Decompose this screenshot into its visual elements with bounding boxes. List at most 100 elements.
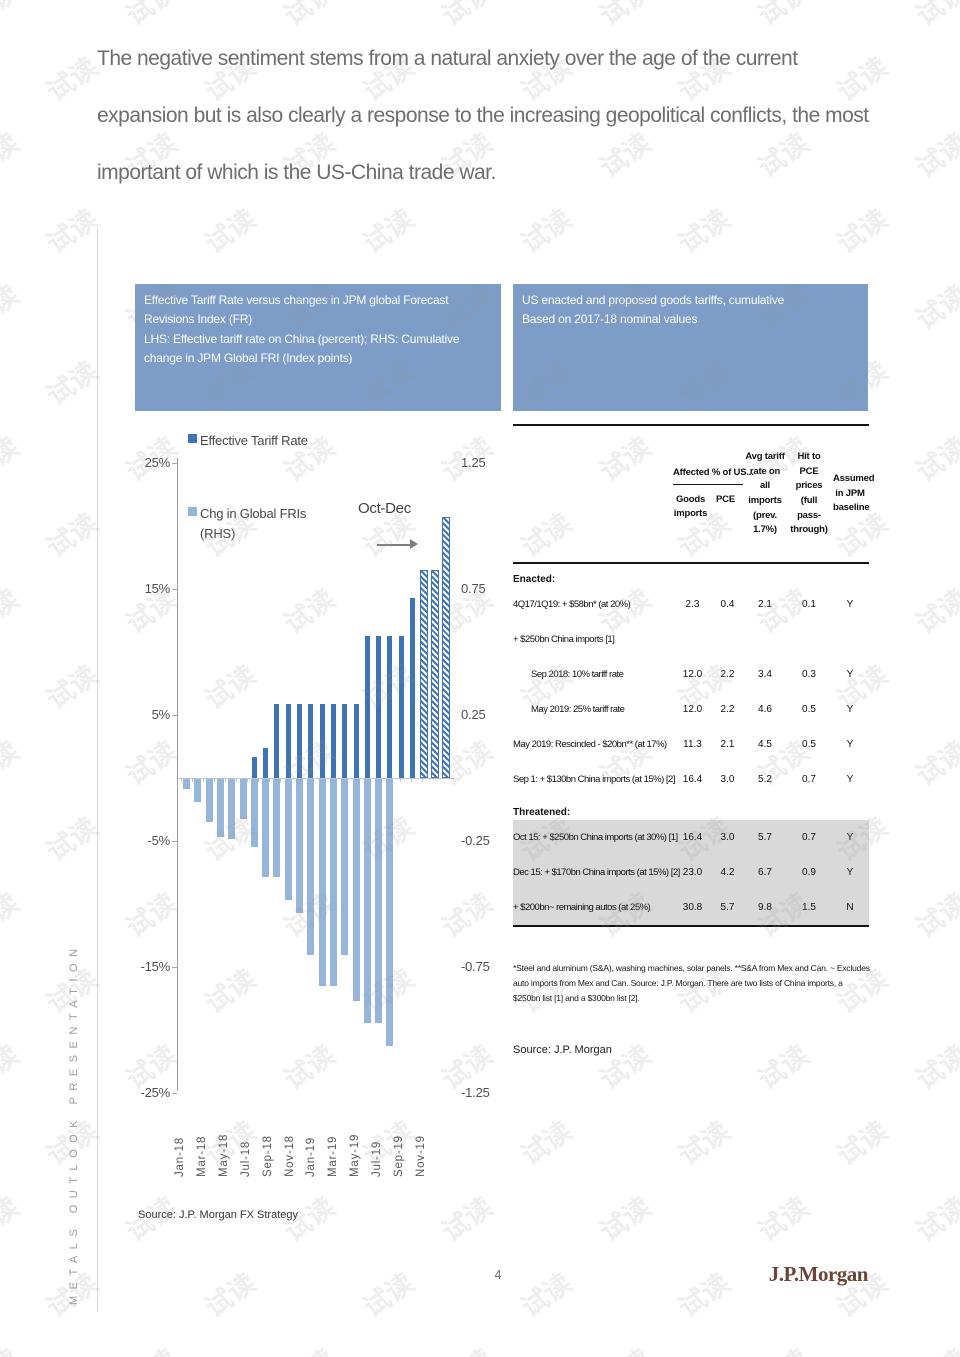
watermark-text: 试读 xyxy=(0,887,25,944)
legend-swatch-dark-icon xyxy=(188,434,197,443)
x-axis-tick xyxy=(257,779,259,782)
fri-bar xyxy=(341,779,349,956)
secondary-axis-tick-label: -0.75 xyxy=(461,959,490,974)
legend-label: Effective Tariff Rate xyxy=(200,433,308,448)
row-value: 16.4 xyxy=(682,832,703,843)
row-label: May 2019: 25% tariff rate xyxy=(531,704,625,715)
x-axis-tick xyxy=(224,779,226,782)
legend-swatch-light-icon xyxy=(188,507,197,516)
watermark-text: 试读 xyxy=(752,0,815,32)
tariff-bar xyxy=(353,703,359,778)
row-value: 0.1 xyxy=(802,599,816,610)
fri-bar xyxy=(262,779,270,878)
column-subheaders: Goods imports PCE xyxy=(673,485,743,522)
row-value: 2.1 xyxy=(720,739,735,750)
row-value: 3.4 xyxy=(758,669,772,680)
watermark-text: 试读 xyxy=(436,1191,499,1248)
x-axis-tick xyxy=(400,779,401,782)
legend-item: Chg in Global FRIs (RHS) xyxy=(188,504,325,543)
fri-bar xyxy=(194,779,202,802)
tariff-bar xyxy=(285,703,291,778)
oct-dec-annotation: Oct-Dec xyxy=(358,500,411,517)
watermark-text: 试读 xyxy=(515,1115,578,1172)
column-header-assumed: Assumed in JPM baseline xyxy=(833,472,875,514)
fri-bar xyxy=(183,779,190,790)
watermark-text: 试读 xyxy=(0,1039,25,1096)
fri-bar xyxy=(363,779,371,1024)
tariff-bar xyxy=(263,747,269,778)
chart-title-line1: Effective Tariff Rate versus changes in … xyxy=(144,293,449,327)
watermark-text: 试读 xyxy=(278,583,341,640)
tariff-bar xyxy=(274,703,280,778)
row-value: 0.3 xyxy=(802,669,816,680)
row-value: 0.4 xyxy=(720,599,735,610)
x-axis-tick-label: Nov-19 xyxy=(414,1135,427,1177)
watermark-text: 试读 xyxy=(199,963,262,1020)
watermark-text: 试读 xyxy=(41,355,104,412)
watermark-text: 试读 xyxy=(278,0,341,32)
watermark-text: 试读 xyxy=(515,203,578,260)
watermark-text: 试读 xyxy=(0,431,25,488)
row-value: 0.5 xyxy=(802,739,816,750)
y-axis-tick xyxy=(172,588,177,590)
x-axis-tick xyxy=(421,779,423,782)
right-arrow-line xyxy=(377,544,410,546)
row-value: 11.3 xyxy=(683,739,702,750)
x-axis-tick-label: May-18 xyxy=(217,1133,230,1177)
watermark-text: 试读 xyxy=(0,127,25,184)
fri-bar xyxy=(250,779,258,848)
chart-source-note: Source: J.P. Morgan FX Strategy xyxy=(138,1209,298,1221)
x-axis-tick-label: Sep-18 xyxy=(261,1135,274,1177)
watermark-text: 试读 xyxy=(910,583,960,640)
row-value: 2.2 xyxy=(720,669,735,680)
row-value: 3.0 xyxy=(720,832,735,843)
secondary-axis-tick-label: -1.25 xyxy=(461,1085,490,1100)
sidebar-divider xyxy=(97,228,98,1312)
row-value: Y xyxy=(846,867,854,878)
table-row: Sep 2018: 10% tariff rate 12.0 2.2 3.4 0.3 Y xyxy=(513,657,869,692)
tariff-table: Affected % of US... Goods imports PCE Avg t… xyxy=(513,424,875,927)
watermark-text: 试读 xyxy=(117,1338,184,1357)
legend-item: Effective Tariff Rate xyxy=(188,431,325,451)
watermark-text: 试读 xyxy=(0,279,25,336)
row-value: 5.2 xyxy=(758,774,772,785)
row-label: Sep 2018: 10% tariff rate xyxy=(531,669,624,680)
watermark-text: 试读 xyxy=(0,1338,25,1357)
x-axis-tick-label: Nov-18 xyxy=(283,1135,296,1177)
watermark-text: 试读 xyxy=(199,659,262,716)
fri-bar xyxy=(296,779,303,913)
watermark-text: 试读 xyxy=(752,1039,815,1096)
x-axis-tick xyxy=(191,779,193,782)
x-axis-tick xyxy=(213,779,215,782)
watermark-text: 试读 xyxy=(275,1338,342,1357)
chart-panel-header: Effective Tariff Rate versus changes in … xyxy=(135,284,501,411)
secondary-axis-tick-label: 0.25 xyxy=(461,707,486,722)
table-section-rows: 4Q17/1Q19: + $58bn* (at 20%) 2.3 0.4 2.1 0.1… xyxy=(513,587,869,797)
table-footnote: *Steel and aluminum (S&A), washing machi… xyxy=(513,963,870,1004)
table-row: Oct 15: + $250bn China imports (at 30%) … xyxy=(513,820,869,855)
y-axis-line xyxy=(177,458,178,1091)
watermark-text: 试读 xyxy=(436,0,499,32)
watermark-text: 试读 xyxy=(910,0,960,32)
secondary-axis-tick-label: 1.25 xyxy=(461,455,486,470)
x-axis-tick xyxy=(202,779,204,782)
table-source-note: Source: J.P. Morgan xyxy=(513,1044,612,1056)
x-axis-tick xyxy=(268,779,270,782)
y-axis-tick xyxy=(172,462,177,464)
y-axis-tick-label: -5% xyxy=(147,833,170,848)
watermark-text: 试读 xyxy=(591,1338,658,1357)
row-value: Y xyxy=(846,599,854,610)
tariff-bar xyxy=(251,756,257,778)
y-axis-tick-label: 25% xyxy=(144,455,171,470)
row-label: + $200bn~ remaining autos (at 25%) xyxy=(513,902,651,913)
table-panel-header: US enacted and proposed goods tariffs, c… xyxy=(513,284,868,411)
row-label: Sep 1: + $130bn China imports (at 15%) [… xyxy=(513,774,675,785)
watermark-text: 试读 xyxy=(120,887,183,944)
row-value: 0.7 xyxy=(802,774,816,785)
column-header-avg-tariff: Avg tariff rate on all imports (prev. 1.… xyxy=(745,450,785,536)
fri-bar xyxy=(386,779,394,1047)
row-value: 0.7 xyxy=(802,832,816,843)
watermark-text: 试读 xyxy=(910,1039,960,1096)
fri-bar xyxy=(205,779,213,822)
